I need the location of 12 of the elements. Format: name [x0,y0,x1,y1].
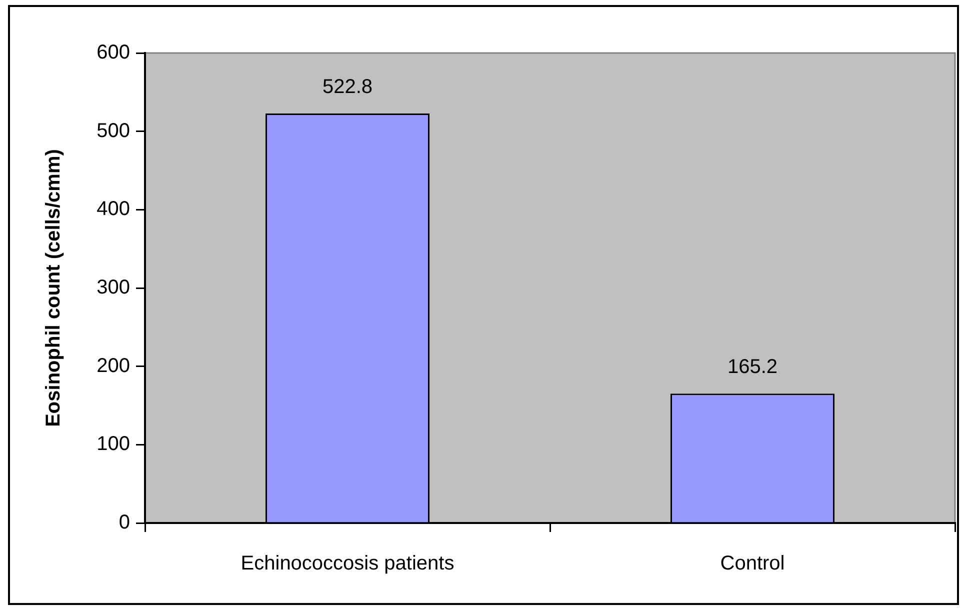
y-tick-label: 400 [96,198,130,220]
y-tick-label: 500 [96,120,130,142]
y-tick-label: 600 [96,42,130,64]
data-label: 522.8 [322,76,373,98]
y-tick-label: 200 [96,354,130,377]
x-tick-label: Echinococcosis patients [240,552,454,575]
y-axis-title: Eosinophil count (cells/cmm) [42,149,65,427]
y-tick-label: 300 [96,276,130,299]
data-label: 165.2 [727,356,778,378]
y-tick-label: 100 [96,433,130,456]
x-tick-label: Control [720,552,785,575]
y-tick-label: 0 [118,512,130,534]
